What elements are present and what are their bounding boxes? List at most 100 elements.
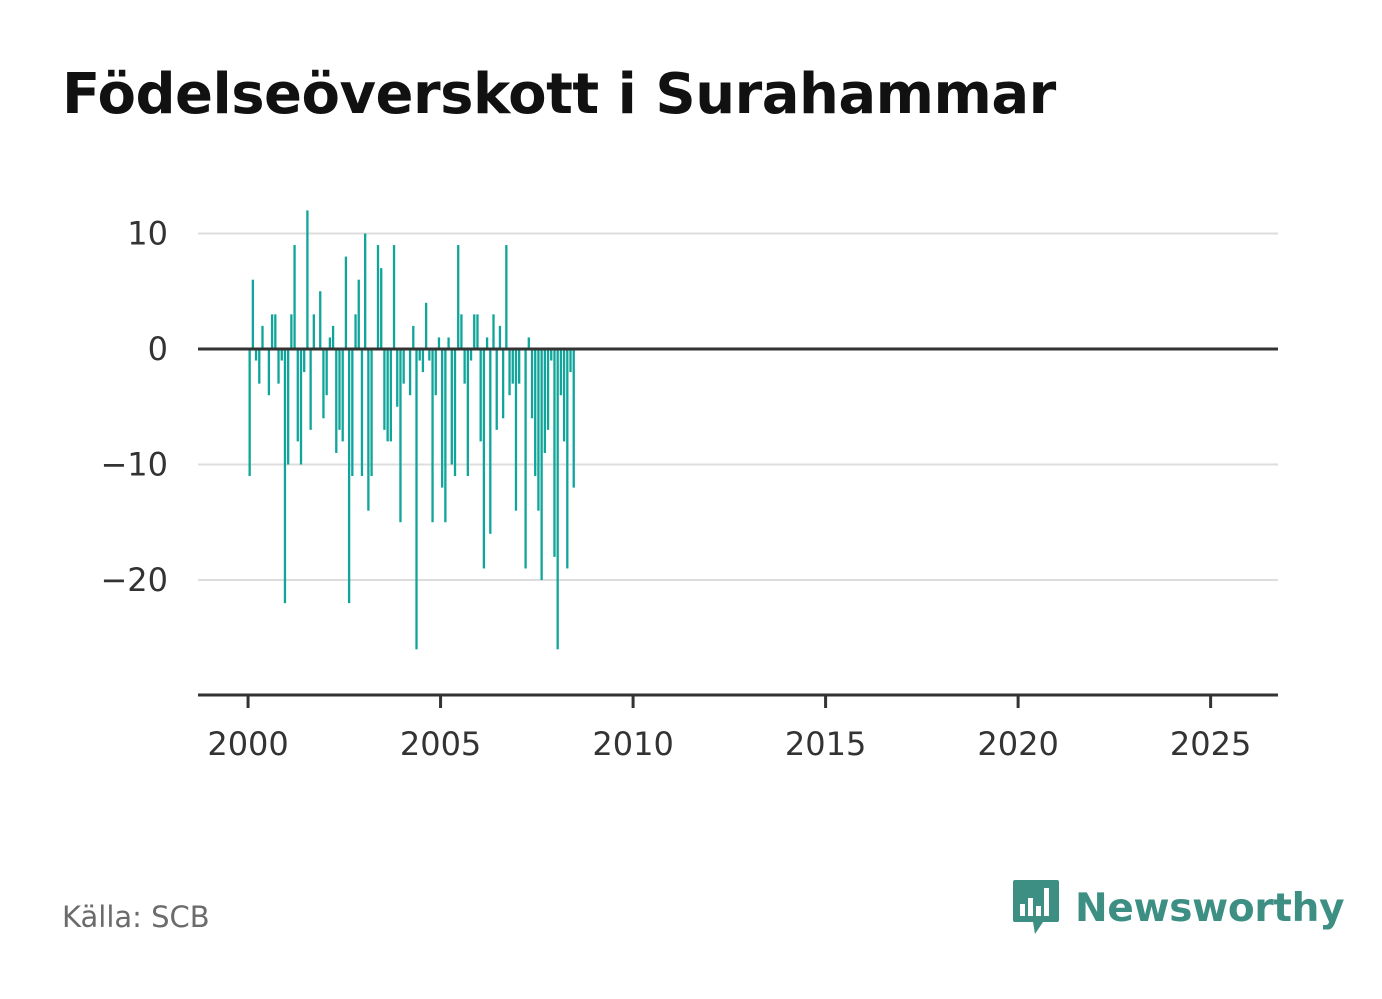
bar	[492, 314, 495, 349]
y-tick-label: 0	[148, 330, 168, 368]
bar	[444, 349, 447, 523]
y-tick-label: −20	[100, 561, 168, 599]
bar	[283, 349, 287, 604]
bar	[287, 349, 290, 465]
bar	[505, 245, 508, 349]
x-axis: 2000 2005 2010 2015 2020 2025	[198, 693, 1278, 763]
bar	[543, 349, 546, 453]
bar	[479, 349, 482, 442]
x-tick-label: 2010	[592, 725, 673, 763]
bar	[328, 337, 332, 349]
bar	[370, 349, 373, 477]
bar	[428, 349, 431, 361]
bar	[364, 233, 367, 349]
bar	[562, 349, 566, 442]
bar	[360, 349, 364, 477]
bar	[341, 349, 344, 442]
bar	[376, 245, 380, 349]
bar	[248, 349, 251, 477]
bar	[261, 325, 264, 349]
bar	[485, 337, 489, 349]
bar	[322, 349, 325, 419]
bar	[466, 349, 469, 477]
bar	[392, 245, 396, 349]
bar	[530, 349, 534, 419]
x-tick-label: 2005	[400, 725, 481, 763]
bar	[421, 349, 425, 373]
bar	[402, 349, 405, 384]
bar	[482, 349, 486, 569]
y-tick-label: 10	[127, 215, 168, 253]
gridlines	[198, 232, 1278, 581]
brand-logo: Newsworthy	[1011, 878, 1345, 938]
bar	[347, 349, 351, 604]
bar	[434, 349, 437, 396]
bar	[306, 210, 309, 349]
x-tick-label: 2020	[977, 725, 1058, 763]
bar	[447, 337, 450, 349]
bar	[572, 349, 575, 488]
bar	[383, 349, 386, 430]
bar	[270, 314, 274, 349]
source-note: Källa: SCB	[62, 900, 210, 934]
bar	[566, 349, 569, 569]
x-tick-label: 2000	[207, 725, 288, 763]
bar	[508, 349, 511, 396]
bar	[498, 325, 502, 349]
bar	[473, 314, 476, 349]
bar	[463, 349, 466, 384]
bar	[299, 349, 303, 465]
bar	[460, 314, 463, 349]
bar	[437, 337, 441, 349]
bar	[469, 349, 473, 361]
bar	[303, 349, 306, 373]
bar	[335, 349, 338, 453]
bar	[277, 349, 280, 384]
bar	[476, 314, 479, 349]
chart-title: Födelseöverskott i Surahammar	[62, 62, 1056, 127]
bar	[399, 349, 402, 523]
bar	[569, 349, 572, 373]
bar	[418, 349, 421, 361]
bar	[293, 245, 296, 349]
bar	[325, 349, 328, 396]
newsworthy-logo-icon	[1013, 880, 1059, 934]
bar	[267, 349, 271, 396]
bar	[251, 279, 255, 349]
bar	[296, 349, 299, 442]
bar	[450, 349, 453, 465]
bar	[511, 349, 514, 384]
bar	[312, 314, 315, 349]
y-tick-label: −10	[100, 446, 168, 484]
bar	[540, 349, 543, 580]
bar	[457, 245, 460, 349]
bar	[331, 325, 335, 349]
bar	[415, 349, 418, 650]
bar	[274, 314, 277, 349]
bar	[344, 256, 348, 349]
bar	[408, 349, 412, 396]
bar	[258, 349, 261, 384]
bar	[556, 349, 559, 650]
bar	[550, 349, 553, 361]
bar	[338, 349, 341, 430]
bar	[546, 349, 550, 430]
bar	[514, 349, 518, 511]
bar	[453, 349, 457, 477]
bar	[389, 349, 392, 442]
bar	[424, 302, 428, 349]
bar	[254, 349, 258, 361]
bar	[319, 291, 322, 349]
bar	[431, 349, 434, 523]
brand-name: Newsworthy	[1075, 885, 1345, 931]
bar	[495, 349, 498, 430]
x-tick-label: 2025	[1170, 725, 1251, 763]
bar	[518, 349, 521, 384]
bar	[386, 349, 389, 442]
bar	[501, 349, 505, 419]
bar	[524, 349, 527, 569]
x-tick-label: 2015	[785, 725, 866, 763]
bar	[396, 349, 399, 407]
bar	[351, 349, 354, 477]
